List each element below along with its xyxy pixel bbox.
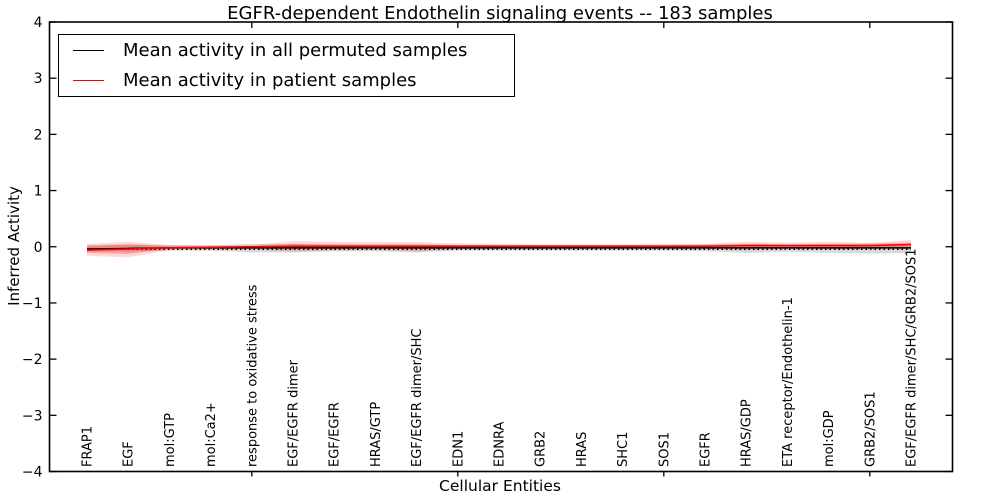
legend: Mean activity in all permuted samples Me… bbox=[58, 34, 515, 97]
y-tick-label: 3 bbox=[34, 71, 43, 87]
legend-item-permuted: Mean activity in all permuted samples bbox=[59, 35, 514, 65]
y-tick-label: −2 bbox=[22, 352, 43, 368]
x-tick-label: EDNRA bbox=[493, 422, 508, 467]
y-tick-label: 4 bbox=[34, 15, 43, 31]
x-tick-label: GRB2/SOS1 bbox=[863, 391, 878, 467]
x-tick-label: EGF bbox=[122, 441, 137, 467]
y-tick-label: 0 bbox=[34, 240, 43, 256]
x-tick-label: FRAP1 bbox=[81, 426, 96, 467]
y-tick-label: −1 bbox=[22, 296, 43, 312]
x-tick-label: GRB2 bbox=[534, 431, 549, 467]
legend-item-patient: Mean activity in patient samples bbox=[59, 66, 514, 96]
x-axis-label: Cellular Entities bbox=[439, 477, 561, 495]
x-tick-label: HRAS bbox=[575, 432, 590, 467]
x-tick-label: mol:Ca2+ bbox=[204, 402, 219, 467]
x-tick-label: EGF/EGFR dimer/SHC/GRB2/SOS1 bbox=[905, 249, 920, 468]
legend-label-permuted: Mean activity in all permuted samples bbox=[123, 39, 468, 61]
x-tick-label: EDN1 bbox=[451, 431, 466, 467]
legend-label-patient: Mean activity in patient samples bbox=[123, 70, 417, 92]
x-tick-label: EGF/EGFR dimer/SHC bbox=[410, 329, 425, 467]
y-axis-label: Inferred Activity bbox=[5, 186, 23, 306]
x-tick-label: EGF/EGFR dimer bbox=[287, 359, 302, 467]
x-tick-label: ETA receptor/Endothelin-1 bbox=[781, 297, 796, 467]
patient-line-swatch bbox=[73, 80, 104, 82]
x-tick-label: mol:GDP bbox=[822, 410, 837, 467]
x-tick-label: EGFR bbox=[699, 432, 714, 467]
series-line-1 bbox=[86, 243, 912, 251]
chart-title: EGFR-dependent Endothelin signaling even… bbox=[227, 3, 773, 24]
x-tick-label: EGF/EGFR bbox=[328, 402, 343, 467]
permuted-line-swatch bbox=[73, 49, 104, 51]
x-tick-label: SOS1 bbox=[657, 432, 672, 467]
y-tick-label: −3 bbox=[22, 408, 43, 424]
x-tick-label: mol:GTP bbox=[163, 413, 178, 467]
y-tick-label: −4 bbox=[22, 465, 43, 481]
x-tick-label: HRAS/GDP bbox=[740, 399, 755, 467]
x-tick-label: response to oxidative stress bbox=[245, 284, 260, 467]
x-tick-label: SHC1 bbox=[616, 432, 631, 467]
y-tick-label: 2 bbox=[34, 127, 43, 143]
band-1 bbox=[87, 240, 911, 258]
x-tick-label: HRAS/GTP bbox=[369, 402, 384, 467]
y-tick-label: 1 bbox=[34, 184, 43, 200]
